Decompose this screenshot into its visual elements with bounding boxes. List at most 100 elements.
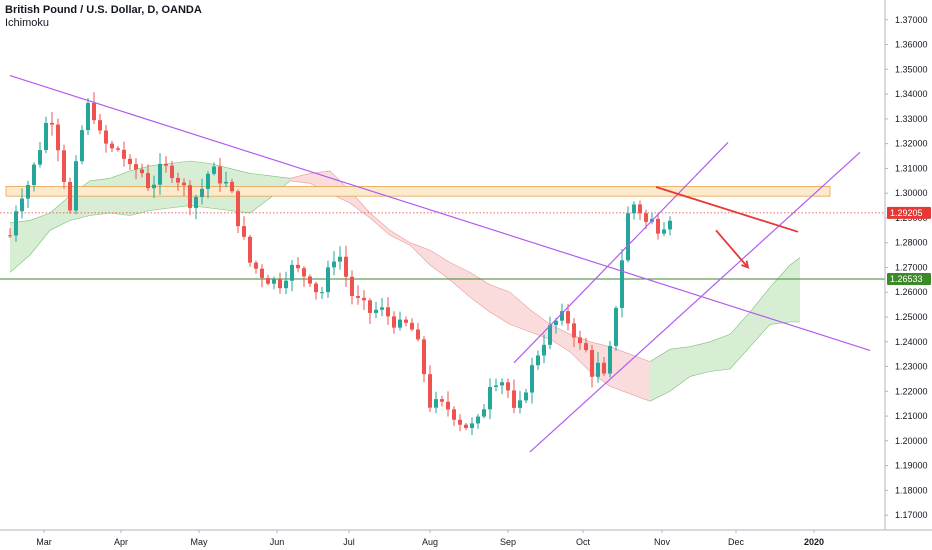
- candle-down: [98, 120, 102, 131]
- candle-down: [50, 122, 54, 125]
- kumo-edge: [9, 180, 291, 273]
- x-tick-label: Jun: [270, 537, 285, 547]
- candle-down: [8, 235, 12, 237]
- candle-down: [644, 213, 648, 222]
- candle-down: [512, 390, 516, 408]
- candle-up: [632, 204, 636, 214]
- current-price-tag-bg: [887, 206, 931, 219]
- y-tick-label: 1.25000: [895, 312, 928, 322]
- candle-down: [182, 182, 186, 186]
- candle-up: [548, 325, 552, 345]
- candle-down: [392, 316, 396, 328]
- candle-up: [74, 161, 78, 211]
- candle-up: [530, 365, 534, 393]
- candle-down: [278, 279, 282, 289]
- candle-up: [476, 416, 480, 424]
- candle-down: [458, 419, 462, 425]
- candle-down: [236, 191, 240, 227]
- trendline-channel-lower: [529, 151, 861, 453]
- candle-up: [626, 213, 630, 261]
- candle-down: [188, 185, 192, 208]
- candle-down: [146, 173, 150, 189]
- candle-up: [608, 345, 612, 374]
- candle-up: [320, 292, 324, 294]
- candle-up: [86, 102, 90, 131]
- candle-down: [584, 343, 588, 351]
- candle-down: [446, 401, 450, 410]
- y-tick-label: 1.33000: [895, 114, 928, 124]
- candle-down: [314, 283, 318, 293]
- projection: [655, 186, 799, 269]
- candle-up: [44, 122, 48, 151]
- candle-up: [290, 264, 294, 281]
- candle-up: [518, 400, 522, 408]
- candle-down: [422, 339, 426, 375]
- x-tick-label: Apr: [114, 537, 128, 547]
- y-tick-label: 1.27000: [895, 262, 928, 272]
- candle-up: [524, 392, 528, 401]
- candle-down: [134, 164, 138, 170]
- x-tick-label: May: [190, 537, 208, 547]
- projection-arrow-head: [741, 260, 750, 269]
- x-tick-label: Dec: [728, 537, 745, 547]
- y-tick-label: 1.32000: [895, 139, 928, 149]
- candle-down: [296, 264, 300, 269]
- candle-down: [302, 268, 306, 277]
- y-tick-label: 1.31000: [895, 163, 928, 173]
- candle-up: [338, 256, 342, 262]
- candle-up: [158, 163, 162, 185]
- x-tick-label: Nov: [654, 537, 671, 547]
- y-tick-label: 1.30000: [895, 188, 928, 198]
- candle-up: [80, 130, 84, 162]
- candle-up: [554, 320, 558, 326]
- current-price-tag-label: 1.29205: [890, 208, 923, 218]
- kumo-bear: [290, 170, 650, 402]
- candle-up: [482, 409, 486, 417]
- candle-down: [308, 276, 312, 284]
- support-price-tag: 1.26533: [887, 273, 931, 286]
- candle-up: [200, 188, 204, 198]
- candle-down: [572, 323, 576, 338]
- candle-down: [110, 143, 114, 149]
- candle-up: [212, 166, 216, 174]
- candle-up: [326, 267, 330, 293]
- candle-up: [38, 150, 42, 165]
- candle-up: [284, 280, 288, 289]
- candle-down: [92, 102, 96, 121]
- candle-up: [398, 319, 402, 328]
- candle-up: [374, 309, 378, 313]
- candle-down: [218, 166, 222, 184]
- candle-down: [56, 124, 60, 151]
- candle-down: [350, 276, 354, 296]
- y-tick-label: 1.35000: [895, 64, 928, 74]
- support-price-tag-bg: [887, 273, 931, 286]
- projection-arrow-shaft: [715, 229, 749, 269]
- candle-down: [566, 311, 570, 324]
- candle-down: [404, 319, 408, 323]
- candle-down: [368, 300, 372, 313]
- kumo-edge: [649, 257, 801, 362]
- projection-line: [655, 186, 799, 233]
- kumo-bull: [650, 257, 800, 402]
- y-tick-label: 1.22000: [895, 386, 928, 396]
- candle-down: [416, 329, 420, 340]
- candle-down: [266, 277, 270, 284]
- candle-down: [656, 218, 660, 234]
- candle-down: [230, 181, 234, 192]
- y-tick-label: 1.23000: [895, 362, 928, 372]
- support-price-tag-label: 1.26533: [890, 274, 923, 284]
- candle-down: [176, 177, 180, 183]
- candle-down: [62, 150, 66, 182]
- candle-down: [638, 204, 642, 214]
- candle-up: [206, 173, 210, 189]
- candle-down: [344, 256, 348, 277]
- candle-up: [224, 181, 228, 184]
- candle-down: [356, 295, 360, 298]
- x-tick-label: Sep: [500, 537, 516, 547]
- resistance-zone: [5, 186, 831, 197]
- kumo-edge: [9, 160, 291, 224]
- candle-up: [332, 261, 336, 268]
- candle-down: [104, 130, 108, 144]
